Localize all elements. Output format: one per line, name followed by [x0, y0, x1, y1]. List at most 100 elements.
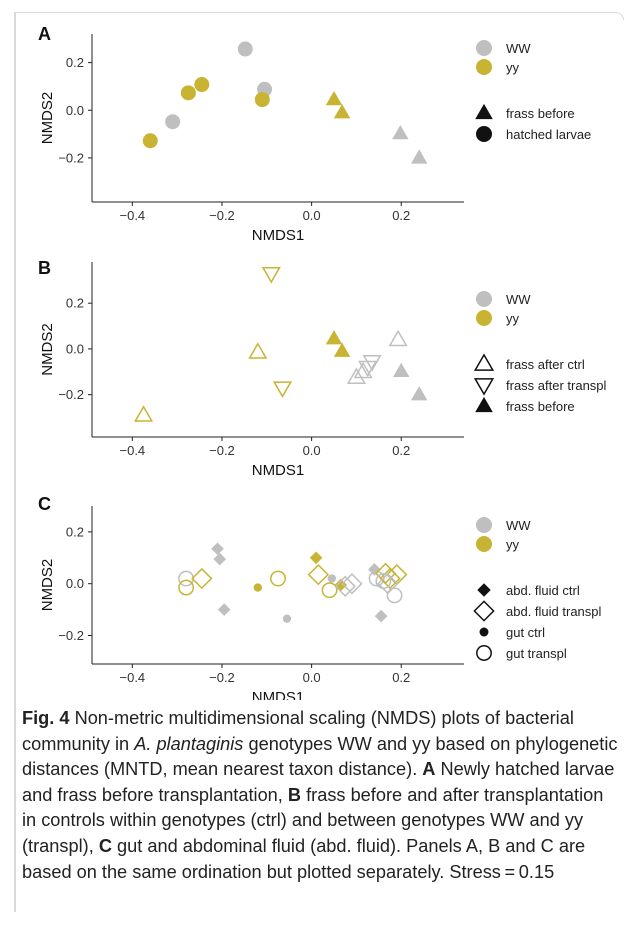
y-axis-label: NMDS2: [39, 559, 56, 612]
legend-shape-label: abd. fluid transpl: [506, 604, 602, 619]
data-point: [333, 104, 351, 119]
caption-panel-b-text: frass before and after transplantation i…: [22, 784, 604, 856]
data-point: [270, 570, 286, 587]
figure-caption: Fig. 4 Non-metric multidimensional scali…: [22, 706, 622, 885]
data-point: [353, 361, 373, 379]
legend-shape-label: frass before: [506, 106, 575, 121]
data-point: [334, 575, 356, 597]
legend-shape-label: abd. fluid ctrl: [506, 583, 580, 598]
data-point: [333, 342, 351, 357]
y-tick-label: 0.0: [66, 341, 84, 356]
data-point: [211, 542, 224, 556]
data-point: [379, 567, 401, 590]
legend-color-key: [476, 59, 492, 75]
caption-intro: Non-metric multidimensional scaling (NMD…: [22, 708, 574, 754]
x-tick-label: −0.4: [120, 208, 146, 223]
caption-species: A. plantaginis: [134, 733, 244, 754]
x-axis-label: NMDS1: [252, 689, 305, 700]
legend-shape-label: frass before: [506, 399, 575, 414]
data-point: [393, 362, 410, 378]
data-point: [410, 386, 428, 401]
legend-shape-key: [473, 378, 495, 396]
data-point: [180, 85, 196, 101]
data-point: [325, 330, 343, 345]
legend-color-key: [476, 291, 492, 307]
panel-c: C 0.2 0.0 −0.2 −0.4 −0.2 0.0 0.2 NMDS1 NMDS2 WW yy a…: [38, 494, 602, 700]
legend-color-label: WW: [506, 518, 531, 533]
x-tick-label: −0.4: [120, 443, 146, 458]
caption-panel-c-label: C: [98, 835, 112, 856]
legend-shape-key: [473, 600, 495, 622]
data-point: [248, 342, 268, 359]
legend-shape-label: frass after ctrl: [506, 357, 585, 372]
panel-label: C: [38, 494, 51, 514]
data-point: [272, 381, 293, 398]
legend-shape-key: [475, 103, 493, 120]
data-point: [253, 583, 263, 592]
x-tick-label: 0.0: [303, 443, 321, 458]
legend-shape-label: hatched larvae: [506, 127, 591, 142]
data-point: [346, 367, 366, 384]
legend-color-key: [476, 517, 492, 533]
legend-shape-key: [473, 353, 495, 371]
data-point: [133, 405, 154, 422]
legend-shape-key: [479, 627, 489, 637]
legend-shape-label: frass after transpl: [506, 378, 607, 393]
legend-shape-key: [477, 583, 491, 597]
data-point: [213, 552, 227, 566]
data-point: [374, 609, 388, 623]
data-point: [217, 603, 231, 616]
caption-after-species: genotypes WW and yy based on phylogeneti…: [22, 733, 618, 780]
data-point: [410, 149, 428, 164]
data-point: [341, 573, 363, 595]
data-point: [191, 567, 213, 590]
data-point: [142, 133, 158, 149]
data-point: [375, 573, 392, 590]
legend-color-key: [476, 310, 492, 326]
x-tick-label: −0.2: [209, 208, 235, 223]
data-point: [165, 114, 181, 130]
data-point: [325, 90, 343, 106]
legend-shape-label: gut ctrl: [506, 625, 545, 640]
caption-panel-a-text: Newly hatched larvae and frass before tr…: [22, 759, 615, 805]
legend-shape-label: gut transpl: [506, 646, 567, 661]
data-point: [307, 563, 329, 586]
y-axis-label: NMDS2: [39, 323, 56, 376]
data-point: [261, 266, 281, 284]
data-point: [178, 570, 195, 587]
y-tick-label: 0.2: [66, 524, 84, 539]
legend-color-label: yy: [506, 537, 520, 552]
panel-label: A: [38, 24, 51, 44]
data-point: [392, 125, 409, 140]
panel-label: B: [38, 258, 51, 278]
x-axis-label: NMDS1: [252, 227, 305, 244]
data-point: [386, 587, 403, 604]
x-tick-label: 0.0: [303, 670, 321, 685]
legend-color-label: yy: [506, 60, 520, 75]
nmds-figure: A 0.2 0.0 −0.2 −0.4 −0.2 0.0 0.2 NMDS1 NMDS2 WW yy f…: [38, 24, 607, 700]
x-tick-label: 0.2: [392, 670, 410, 685]
legend-color-key: [476, 536, 492, 552]
data-point: [309, 551, 323, 565]
panel-b: B 0.2 0.0 −0.2 −0.4 −0.2 0.0 0.2 NMDS1 NMDS2 WW yy f…: [38, 258, 607, 479]
legend-shape-key: [476, 645, 492, 661]
figure-number: Fig. 4: [22, 708, 70, 728]
data-point: [178, 579, 195, 596]
legend-color-label: WW: [506, 41, 531, 56]
y-tick-label: 0.2: [66, 55, 84, 70]
caption-panel-a-label: A: [422, 759, 436, 780]
panel-a: A 0.2 0.0 −0.2 −0.4 −0.2 0.0 0.2 NMDS1 NMDS2 WW yy f…: [38, 24, 591, 244]
legend-color-key: [476, 40, 492, 56]
data-point: [334, 578, 348, 592]
y-tick-label: 0.0: [66, 103, 84, 118]
data-point: [254, 92, 270, 108]
x-tick-label: −0.2: [209, 443, 235, 458]
y-tick-label: −0.2: [58, 150, 84, 165]
legend-color-label: WW: [506, 292, 531, 307]
data-point: [327, 574, 336, 583]
y-tick-label: 0.2: [66, 296, 84, 311]
data-point: [388, 329, 408, 347]
x-tick-label: 0.0: [303, 208, 321, 223]
data-point: [282, 614, 292, 623]
x-tick-label: −0.4: [120, 670, 146, 685]
